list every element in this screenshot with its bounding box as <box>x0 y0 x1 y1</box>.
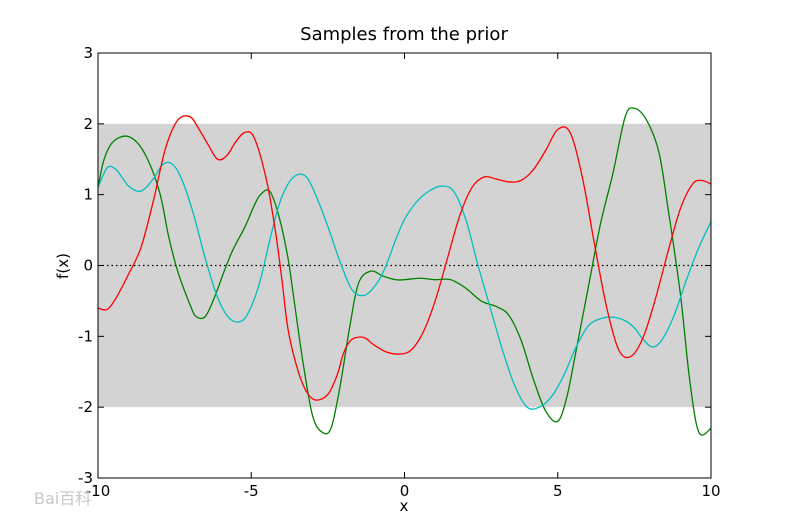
series-line-2 <box>98 161 711 410</box>
x-tick-label: 10 <box>701 482 720 500</box>
y-axis-label: f(x) <box>54 253 72 279</box>
y-tick-label: 3 <box>83 44 93 62</box>
x-tick-label: -10 <box>86 482 111 500</box>
series-line-3 <box>98 115 711 401</box>
chart-title: Samples from the prior <box>300 24 508 45</box>
x-axis-label: x <box>400 497 409 515</box>
x-tick-label: 0 <box>400 482 410 500</box>
x-tick-label: 5 <box>553 482 563 500</box>
series-layer <box>98 107 711 436</box>
series-line-1 <box>98 107 711 436</box>
y-tick-label: -1 <box>78 327 93 345</box>
y-tick-label: 2 <box>83 115 93 133</box>
y-tick-label: 1 <box>83 186 93 204</box>
x-tick-label: -5 <box>244 482 259 500</box>
y-tick-label: -3 <box>78 469 93 487</box>
y-tick-label: -2 <box>78 398 93 416</box>
watermark: Bai百科 <box>34 489 91 508</box>
y-tick-label: 0 <box>83 257 93 275</box>
